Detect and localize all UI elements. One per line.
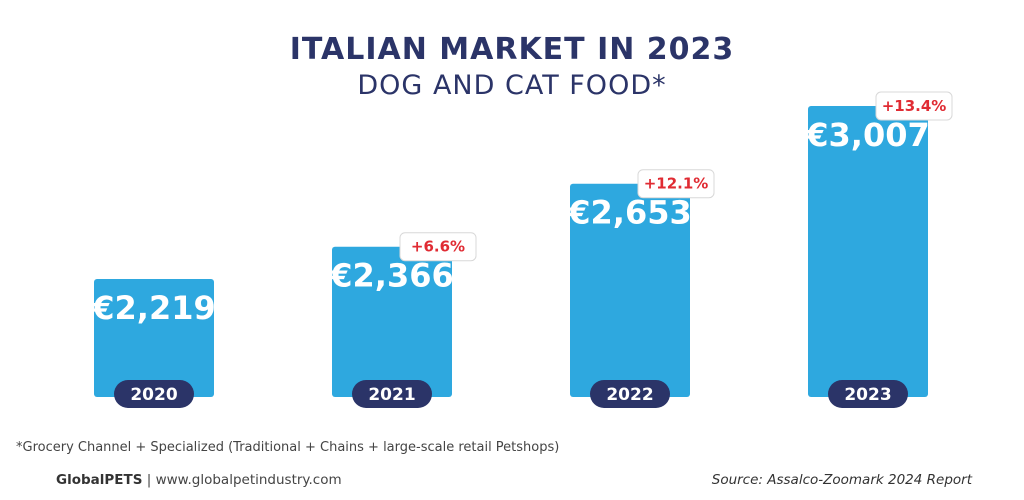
growth-badge (875, 91, 953, 121)
bar-2023 (808, 106, 928, 397)
year-pill (828, 380, 908, 408)
year-pill (352, 380, 432, 408)
year-pill (114, 380, 194, 408)
brand-name: GlobalPETS (56, 472, 143, 488)
year-label: 2022 (606, 385, 653, 405)
growth-label: +13.4% (882, 97, 947, 115)
bar-value-label: €3,007 (805, 116, 929, 154)
footer-separator: | (146, 472, 152, 488)
chart-subtitle: DOG AND CAT FOOD* (357, 70, 667, 101)
growth-label: +6.6% (411, 238, 465, 256)
footnote: *Grocery Channel + Specialized (Traditio… (16, 440, 560, 455)
year-label: 2020 (130, 385, 177, 405)
bar-value-label: €2,653 (567, 194, 691, 232)
growth-badge (399, 232, 477, 262)
bar-value-label: €2,219 (91, 289, 215, 327)
bar-chart: €2,219 2020 €2,366 2021 +6.6% €2,653 2022 +12.1… (91, 91, 953, 408)
website-link[interactable]: www.globalpetindustry.com (155, 472, 342, 488)
year-label: 2023 (844, 385, 891, 405)
growth-label: +12.1% (644, 175, 709, 193)
bar-2022 (570, 183, 690, 397)
bar-value-label: €2,366 (329, 257, 453, 295)
growth-badge (637, 169, 715, 199)
year-pill (590, 380, 670, 408)
source-note: Source: Assalco-Zoomark 2024 Report (711, 472, 972, 488)
footer-credit: GlobalPETS | www.globalpetindustry.com (56, 472, 342, 488)
bar-2021 (332, 246, 452, 397)
year-label: 2021 (368, 385, 415, 405)
chart-title: ITALIAN MARKET IN 2023 (289, 32, 735, 67)
bar-2020 (94, 279, 214, 397)
